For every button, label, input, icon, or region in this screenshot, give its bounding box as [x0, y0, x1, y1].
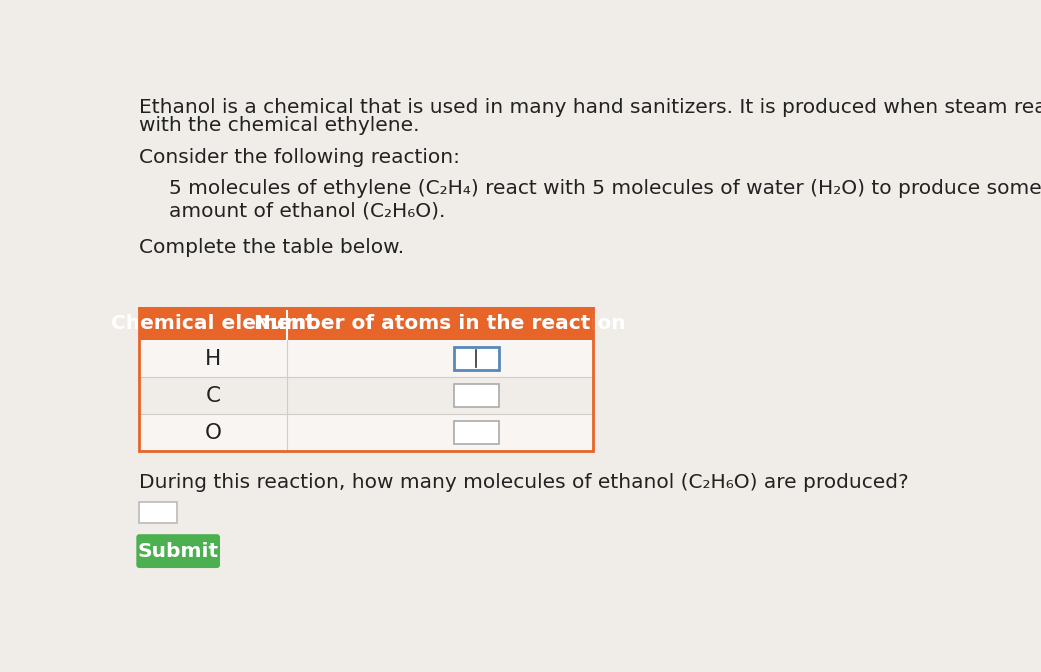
Text: amount of ethanol (C₂H₆O).: amount of ethanol (C₂H₆O).: [169, 202, 446, 220]
Bar: [454, 421, 499, 444]
Bar: [139, 377, 592, 414]
Text: with the chemical ethylene.: with the chemical ethylene.: [139, 116, 420, 135]
Bar: [454, 384, 499, 407]
Text: Submit: Submit: [137, 542, 219, 560]
Bar: [139, 308, 592, 451]
Bar: [139, 340, 592, 377]
Text: 5 molecules of ethylene (C₂H₄) react with 5 molecules of water (H₂O) to produce : 5 molecules of ethylene (C₂H₄) react wit…: [169, 179, 1041, 198]
Text: Consider the following reaction:: Consider the following reaction:: [139, 149, 460, 167]
Text: H: H: [205, 349, 221, 369]
Bar: [454, 347, 499, 370]
FancyBboxPatch shape: [136, 534, 220, 568]
Bar: [139, 414, 592, 451]
Text: O: O: [204, 423, 222, 443]
Text: During this reaction, how many molecules of ethanol (C₂H₆O) are produced?: During this reaction, how many molecules…: [139, 472, 909, 492]
Text: Number of atoms in the reaction: Number of atoms in the reaction: [254, 314, 626, 333]
Bar: [139, 502, 177, 523]
Text: Chemical element: Chemical element: [111, 314, 315, 333]
Text: Complete the table below.: Complete the table below.: [139, 239, 405, 257]
Text: Ethanol is a chemical that is used in many hand sanitizers. It is produced when : Ethanol is a chemical that is used in ma…: [139, 97, 1041, 116]
Bar: [139, 308, 592, 340]
Text: C: C: [205, 386, 221, 406]
